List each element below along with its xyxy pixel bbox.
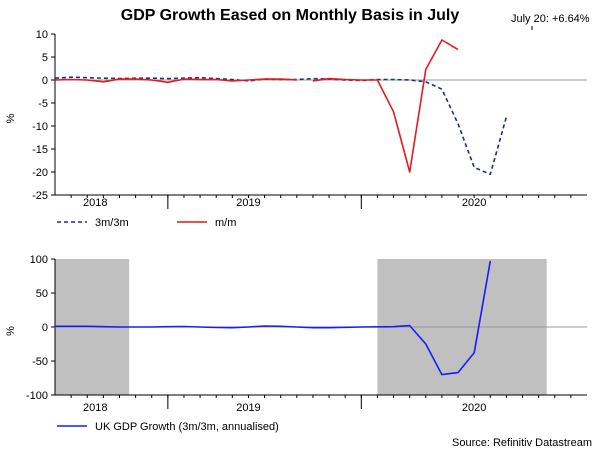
y-tick-label: 100 <box>30 254 48 266</box>
y-axis-label: % <box>5 326 17 336</box>
y-axis-label: % <box>5 113 17 123</box>
y-tick-label: -15 <box>32 144 48 156</box>
series-line-uk-gdp-growth-3m-3m-annualised- <box>55 260 492 376</box>
chart-title: GDP Growth Eased on Monthly Basis in Jul… <box>121 7 460 24</box>
legend-label-3m-3m: 3m/3m <box>95 217 129 229</box>
y-tick-label: 0 <box>42 322 48 334</box>
y-tick-label: 0 <box>42 75 48 87</box>
source-label: Source: Refinitiv Datastream <box>452 437 592 449</box>
top-chart: 10 5 0 -5 -10 -15 -20 -25% 2018 2019 2020 <box>5 29 587 209</box>
y-tick-label: -25 <box>32 190 48 202</box>
bottom-chart: 100 50 0 -50 -100% 2018 2019 2020 <box>5 254 587 414</box>
y-tick-label: -50 <box>32 356 48 368</box>
x-tick-label-2020: 2020 <box>462 197 486 209</box>
x-tick-label-2018: 2018 <box>83 197 107 209</box>
x-tick-label-2020: 2020 <box>462 402 486 414</box>
y-tick-label: 5 <box>42 52 48 64</box>
legend-label-uk-gdp-growth-3m-3m-annualised-: UK GDP Growth (3m/3m, annualised) <box>95 421 279 433</box>
y-tick-label: -5 <box>38 98 48 110</box>
annotation-label: July 20: +6.64% <box>511 13 590 25</box>
top-legend: 3m/3m m/m <box>57 217 236 229</box>
series-line-3m-3m <box>54 76 508 176</box>
x-tick-label-2019: 2019 <box>236 197 260 209</box>
y-tick-label: -100 <box>26 390 48 402</box>
legend-label-m-m: m/m <box>215 217 236 229</box>
bottom-legend: UK GDP Growth (3m/3m, annualised) <box>57 421 279 433</box>
x-tick-label-2019: 2019 <box>236 402 260 414</box>
y-tick-label: -20 <box>32 167 48 179</box>
y-tick-label: -10 <box>32 121 48 133</box>
series-line-m-m <box>54 39 459 173</box>
x-tick-label-2018: 2018 <box>83 402 107 414</box>
y-tick-label: 50 <box>36 288 48 300</box>
y-tick-label: 10 <box>36 29 48 41</box>
